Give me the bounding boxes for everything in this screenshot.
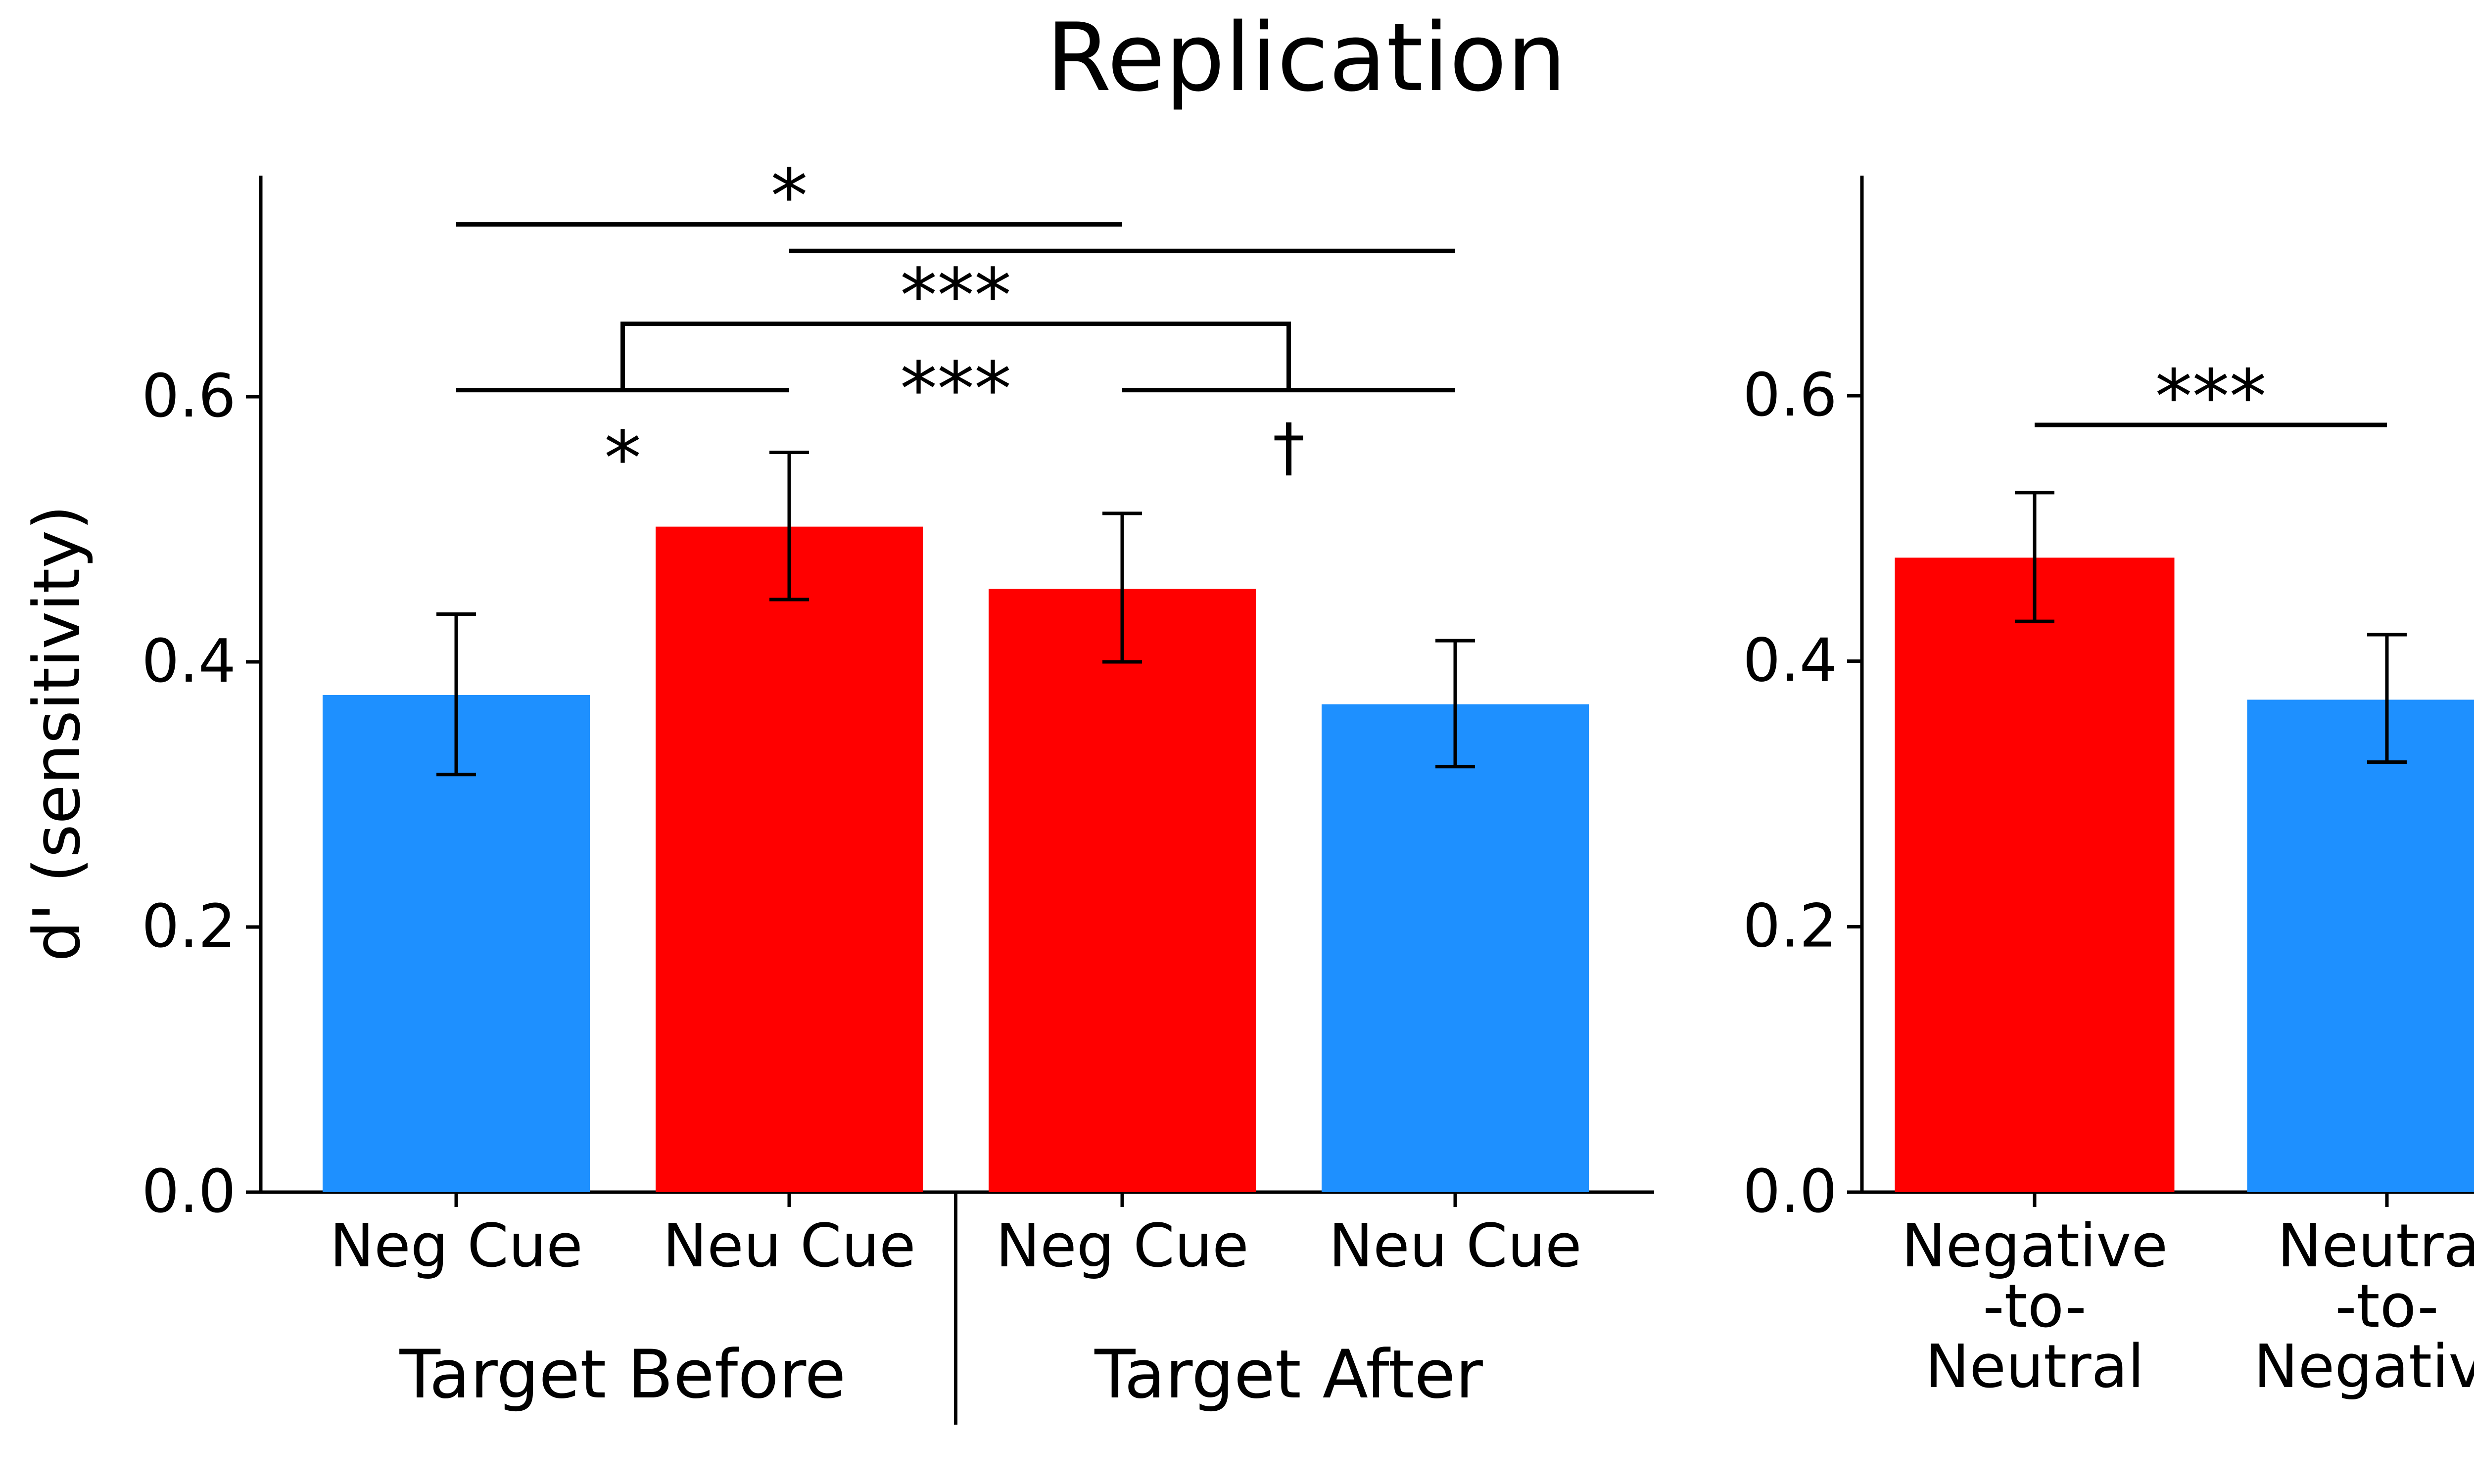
right-x-tick-label: -to- — [2335, 1272, 2438, 1341]
left-y-tick-label: 0.6 — [142, 362, 236, 431]
right-y-tick-label: 0.0 — [1743, 1158, 1837, 1226]
left-y-axis-label: d' (sensitivity) — [19, 505, 95, 962]
right-y-tick-label: 0.2 — [1743, 892, 1837, 961]
right-y-tick-label: 0.6 — [1743, 361, 1837, 430]
chart-title: Replication — [1046, 3, 1566, 112]
left-bar-1 — [656, 526, 923, 1192]
sig-label-1-2: *** — [900, 347, 1011, 433]
right-x-tick-label: Negative — [1902, 1212, 2168, 1281]
right-x-tick-label: Neutral — [2278, 1212, 2474, 1281]
right-x-tick-label: Neutral — [1925, 1333, 2144, 1401]
left-y-tick-label: 0.4 — [142, 627, 236, 696]
right-bar-1 — [2247, 699, 2474, 1192]
left-x-tick-label: Neu Cue — [1329, 1212, 1581, 1281]
left-x-tick-label: Neg Cue — [330, 1212, 583, 1281]
left-x-tick-label: Neg Cue — [996, 1212, 1249, 1281]
left-bar-3 — [1322, 704, 1589, 1192]
sig-label-interaction: *** — [900, 253, 1011, 339]
left-y-tick-label: 0.2 — [142, 892, 236, 961]
sig-label-right: *** — [2155, 354, 2267, 440]
right-y-tick-label: 0.4 — [1743, 627, 1837, 696]
left-x-tick-label: Neu Cue — [663, 1212, 915, 1281]
right-x-tick-label: Negative — [2254, 1333, 2474, 1401]
right-bar-0 — [1895, 557, 2175, 1192]
left-bar-2 — [989, 589, 1256, 1192]
sig-label-0-2: * — [771, 154, 808, 240]
sig-label-2-3: † — [1273, 410, 1305, 485]
sig-label-0-1: * — [604, 416, 641, 502]
right-panel: 0.00.20.40.6Negative-to-NeutralNeutral-t… — [1743, 176, 2474, 1401]
group-label-target-before: Target Before — [399, 1336, 846, 1413]
left-bar-0 — [323, 695, 590, 1192]
right-x-tick-label: -to- — [1983, 1272, 2086, 1341]
left-y-tick-label: 0.0 — [142, 1158, 236, 1226]
left-panel: 0.0 0.2 0.4 0.6 d' (sensitivity) Neg Cue Neu C… — [19, 154, 1654, 1425]
sig-bracket-interaction — [620, 322, 1291, 390]
group-label-target-after: Target After — [1094, 1336, 1483, 1413]
